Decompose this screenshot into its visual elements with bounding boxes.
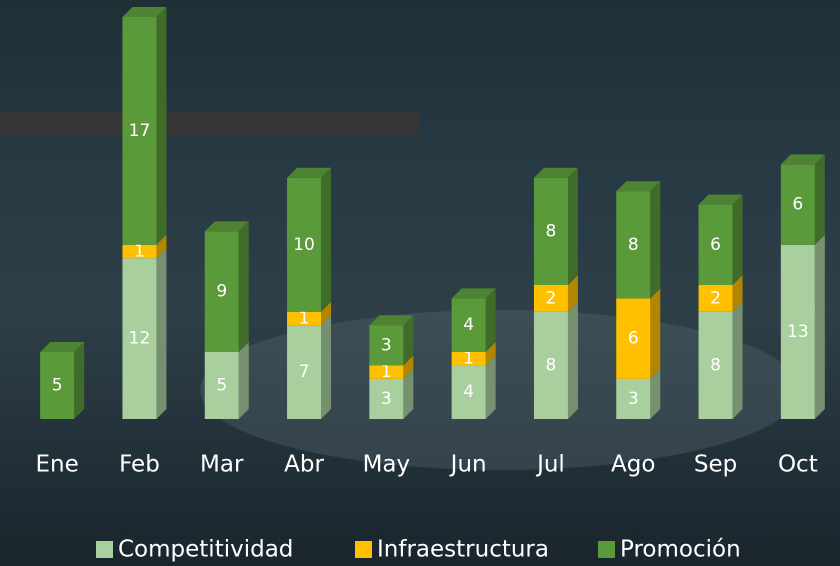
- x-tick-label: Feb: [119, 452, 160, 478]
- value-label: 13: [787, 322, 809, 342]
- value-label: 10: [293, 235, 315, 255]
- x-tick-label: Oct: [778, 452, 818, 478]
- value-label: 9: [216, 282, 227, 302]
- x-tick-label: Sep: [694, 452, 737, 478]
- bar-side: [156, 248, 166, 419]
- value-label: 8: [546, 355, 557, 375]
- legend-swatch: [96, 541, 113, 558]
- bar-side: [650, 181, 660, 298]
- value-label: 3: [628, 389, 639, 409]
- bar-side: [74, 342, 84, 419]
- value-label: 6: [710, 235, 721, 255]
- x-tick-label: Jul: [535, 452, 565, 478]
- value-label: 8: [710, 355, 721, 375]
- x-tick-label: May: [363, 452, 411, 478]
- value-label: 8: [628, 235, 639, 255]
- bar-side: [733, 302, 743, 419]
- bar-side: [815, 235, 825, 419]
- bar-side: [815, 154, 825, 244]
- value-label: 5: [216, 376, 227, 396]
- bar-side: [239, 221, 249, 352]
- x-tick-label: Jun: [449, 452, 487, 478]
- value-label: 4: [463, 315, 474, 335]
- bar-side: [568, 168, 578, 285]
- legend-swatch: [355, 541, 372, 558]
- background-pier: [0, 112, 420, 136]
- bar-side: [568, 302, 578, 419]
- bar-side: [321, 315, 331, 419]
- value-label: 2: [710, 288, 721, 308]
- bar-side: [321, 168, 331, 312]
- legend: Competitividad Infraestructura Promoción: [96, 537, 741, 563]
- value-label: 6: [792, 195, 803, 215]
- bar-side: [239, 342, 249, 419]
- x-tick-label: Mar: [200, 452, 244, 478]
- value-label: 7: [299, 362, 310, 382]
- value-label: 4: [463, 382, 474, 402]
- value-label: 3: [381, 335, 392, 355]
- bar-side: [733, 195, 743, 285]
- legend-label: Competitividad: [118, 537, 293, 563]
- bar-side: [486, 355, 496, 419]
- legend-swatch: [598, 541, 615, 558]
- legend-label: Infraestructura: [377, 537, 549, 563]
- value-label: 12: [129, 329, 151, 349]
- value-label: 2: [546, 288, 557, 308]
- x-tick-label: Ago: [611, 452, 655, 478]
- value-label: 8: [546, 221, 557, 241]
- chart: Ene5Feb12117Mar59Abr7110May313Jun414Jul8…: [0, 0, 840, 566]
- x-tick-label: Ene: [36, 452, 79, 478]
- legend-label: Promoción: [620, 537, 741, 563]
- value-label: 6: [628, 329, 639, 349]
- bar-side: [650, 288, 660, 378]
- bar-side: [486, 288, 496, 352]
- bar-side: [156, 7, 166, 245]
- value-label: 17: [129, 121, 151, 141]
- value-label: 3: [381, 389, 392, 409]
- value-label: 5: [52, 376, 63, 396]
- x-tick-label: Abr: [284, 452, 324, 478]
